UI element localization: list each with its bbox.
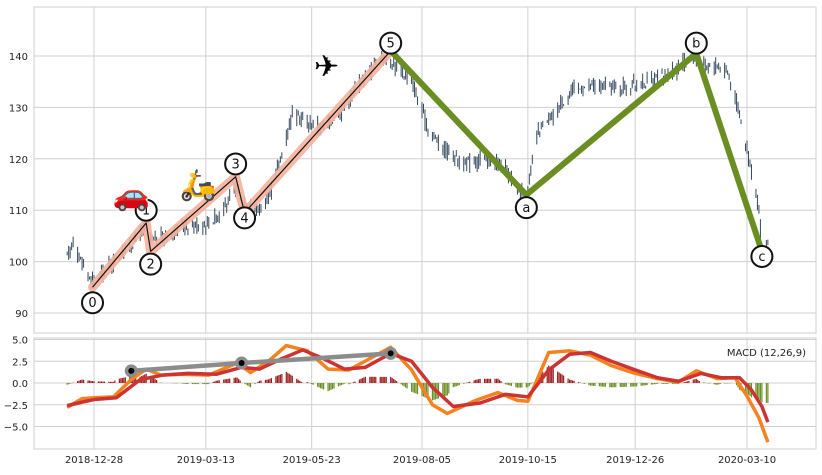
wave-label-circle xyxy=(81,291,105,315)
price-y-tick-label: 90 xyxy=(15,309,28,320)
x-tick-label: 2018-12-28 xyxy=(65,455,123,466)
macd-trend-point-center xyxy=(128,367,135,374)
x-tick-label: 2019-05-23 xyxy=(283,455,341,466)
emoji-annotation: 🛵 xyxy=(180,168,217,203)
wave-label-circle xyxy=(684,31,708,55)
wave-label: a xyxy=(522,201,530,216)
macd-y-tick-label: 0.0 xyxy=(12,379,28,390)
macd-y-tick-label: 5.0 xyxy=(12,336,28,347)
wave-label: 5 xyxy=(387,37,395,52)
x-tick-label: 2019-08-05 xyxy=(393,455,451,466)
wave-label-circle xyxy=(379,31,403,55)
wave-label: 3 xyxy=(231,157,239,172)
macd-y-tick-label: −2.5 xyxy=(4,401,28,412)
wave-label: 2 xyxy=(147,258,155,273)
macd-trend-point-center xyxy=(387,350,394,357)
wave-label-circle xyxy=(139,252,163,276)
elliott-waves: 0 1 2 3 4 5 a b c xyxy=(81,31,774,315)
wave-label-circle xyxy=(514,196,538,220)
impulse-wave-line xyxy=(92,50,392,288)
macd-y-tick-label: −5.0 xyxy=(4,423,28,434)
macd-legend: MACD (12,26,9) xyxy=(727,348,806,359)
x-tick-label: 2019-10-15 xyxy=(499,455,557,466)
wave-label-circle xyxy=(750,244,774,268)
price-y-tick-label: 100 xyxy=(9,258,28,269)
x-tick-label: 2019-12-26 xyxy=(606,455,664,466)
x-tick-label: 2020-03-10 xyxy=(718,455,776,466)
price-y-tick-label: 140 xyxy=(9,52,28,63)
price-y-tick-label: 120 xyxy=(9,155,28,166)
price-y-tick-label: 130 xyxy=(9,103,28,114)
wave-label-circle xyxy=(233,206,257,230)
corrective-wave-line xyxy=(387,47,765,255)
emoji-annotations: 🚗 🛵 ✈ xyxy=(113,50,340,214)
wave-label-circle xyxy=(134,198,158,222)
wave-label: b xyxy=(692,37,700,52)
price-grid xyxy=(34,7,816,333)
price-y-tick-label: 110 xyxy=(9,206,28,217)
macd-series xyxy=(66,343,770,443)
macd-y-tick-label: 2.5 xyxy=(12,357,28,368)
emoji-annotation: 🚗 xyxy=(113,178,150,213)
wave-label: 0 xyxy=(88,296,96,311)
emoji-annotation: ✈ xyxy=(314,50,339,85)
wave-label-circle xyxy=(224,152,248,176)
wave-label: 4 xyxy=(240,211,248,226)
macd-grid xyxy=(34,338,816,449)
wave-label: 1 xyxy=(142,204,150,219)
macd-trend-point-center xyxy=(238,359,245,366)
wave-label: c xyxy=(758,250,765,265)
x-tick-label: 2019-03-13 xyxy=(177,455,235,466)
signal-line xyxy=(66,348,770,423)
